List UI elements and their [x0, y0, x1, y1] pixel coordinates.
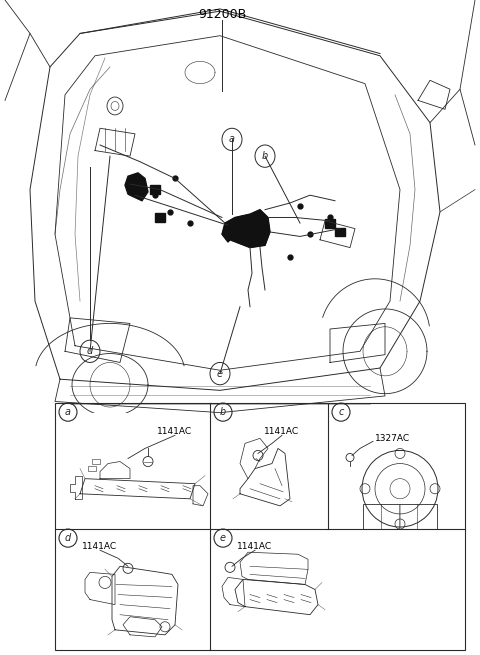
Text: d: d — [65, 533, 71, 543]
Text: d: d — [87, 346, 93, 356]
Text: e: e — [217, 369, 223, 379]
Text: b: b — [220, 407, 226, 417]
Text: b: b — [262, 151, 268, 161]
Bar — [325, 219, 335, 227]
Bar — [155, 213, 165, 222]
Text: c: c — [338, 407, 344, 417]
Text: a: a — [229, 134, 235, 144]
Polygon shape — [125, 173, 148, 200]
Text: 1327AC: 1327AC — [375, 434, 410, 443]
Bar — [92, 458, 100, 464]
Text: e: e — [220, 533, 226, 543]
Text: 1141AC: 1141AC — [157, 427, 192, 436]
Text: a: a — [65, 407, 71, 417]
Bar — [150, 185, 160, 194]
Text: 91200B: 91200B — [198, 8, 246, 21]
Text: 1141AC: 1141AC — [264, 427, 300, 436]
Polygon shape — [222, 210, 270, 248]
Bar — [55, 403, 465, 650]
Bar — [335, 227, 345, 236]
Bar — [88, 466, 96, 470]
Bar — [363, 504, 437, 529]
Text: 1141AC: 1141AC — [238, 542, 273, 551]
Text: 1141AC: 1141AC — [83, 542, 118, 551]
